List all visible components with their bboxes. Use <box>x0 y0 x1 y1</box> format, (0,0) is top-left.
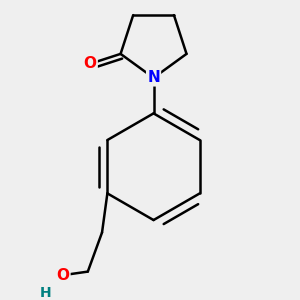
Text: N: N <box>147 70 160 85</box>
Text: H: H <box>39 286 51 300</box>
Text: O: O <box>84 56 97 71</box>
Text: O: O <box>56 268 69 283</box>
